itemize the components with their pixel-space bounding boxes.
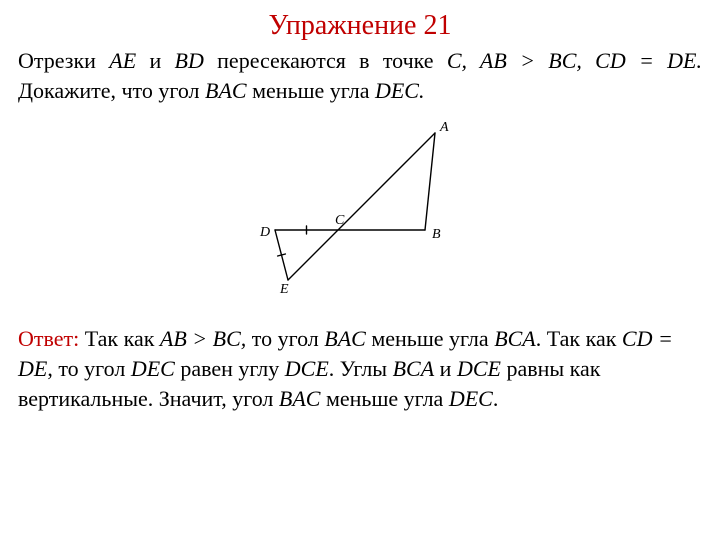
diagram-container: A B C D E <box>18 115 702 310</box>
answer-part: то угол <box>246 326 324 351</box>
problem-seg: AE <box>109 48 136 73</box>
problem-part: Докажите, что угол <box>18 78 205 103</box>
problem-text: Отрезки AE и BD пересекаются в точке C, … <box>18 46 702 105</box>
problem-part: меньше угла <box>247 78 375 103</box>
answer-expr: DEC <box>131 356 175 381</box>
problem-part: Отрезки <box>18 48 109 73</box>
answer-label: Ответ: <box>18 326 79 351</box>
answer-part: Так как <box>79 326 160 351</box>
svg-text:E: E <box>279 282 289 297</box>
geometry-diagram: A B C D E <box>240 115 480 305</box>
problem-seg: BD <box>175 48 204 73</box>
problem-angle: BAC <box>205 78 247 103</box>
answer-part: меньше угла <box>366 326 494 351</box>
answer-part: . Углы <box>329 356 393 381</box>
answer-part: , то угол <box>47 356 131 381</box>
answer-expr: DCE <box>285 356 329 381</box>
svg-text:C: C <box>335 213 345 228</box>
answer-part: меньше угла <box>320 386 448 411</box>
problem-part: пересекаются в точке <box>204 48 447 73</box>
svg-text:B: B <box>432 227 441 242</box>
answer-part: и <box>434 356 457 381</box>
svg-text:A: A <box>439 120 449 135</box>
problem-angle: DEC. <box>375 78 425 103</box>
answer-part: . <box>493 386 499 411</box>
problem-part: и <box>136 48 174 73</box>
answer-expr: BCA <box>393 356 435 381</box>
answer-expr: AB > BC, <box>160 326 246 351</box>
answer-expr: BCA <box>494 326 536 351</box>
answer-expr: BAC <box>279 386 321 411</box>
page-title: Упражнение 21 <box>18 10 702 42</box>
answer-part: равен углу <box>175 356 285 381</box>
answer-part: . Так как <box>536 326 622 351</box>
svg-text:D: D <box>259 225 270 240</box>
answer-expr: DEC <box>449 386 493 411</box>
answer-expr: DCE <box>457 356 501 381</box>
answer-expr: BAC <box>324 326 366 351</box>
answer-text: Ответ: Так как AB > BC, то угол BAC мень… <box>18 324 702 413</box>
problem-expr: C, AB > BC, CD = DE. <box>447 48 702 73</box>
